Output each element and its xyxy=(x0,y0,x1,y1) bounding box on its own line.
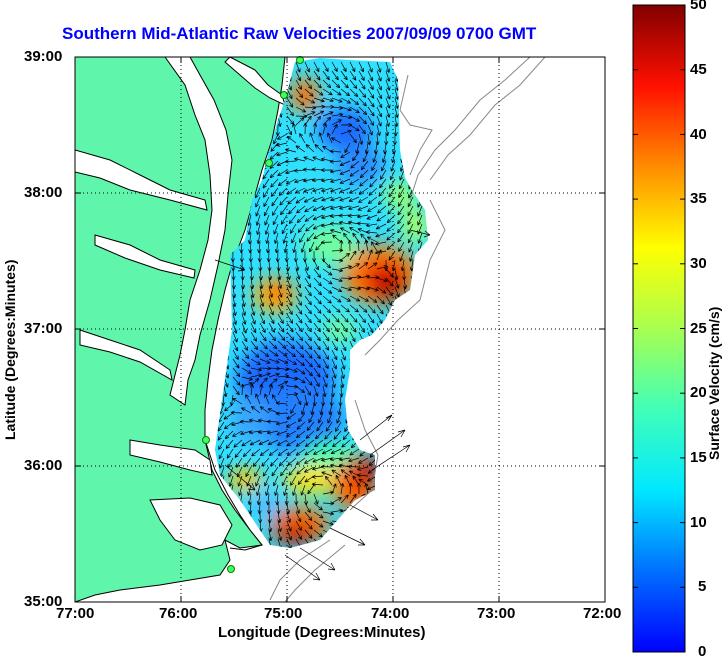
river-potomac xyxy=(75,149,208,211)
x-tick-label: 76:00 xyxy=(159,605,198,622)
colorbar-tick-label: 35 xyxy=(690,190,707,207)
radar-site-marker xyxy=(265,159,273,167)
colorbar-tick-label: 15 xyxy=(690,449,707,466)
colorbar-tick-label: 5 xyxy=(698,578,707,595)
grid-lines xyxy=(75,57,605,602)
radar-site-marker xyxy=(227,565,235,573)
radar-site-marker xyxy=(296,56,304,64)
colorbar xyxy=(632,4,686,653)
colorbar-ticks xyxy=(633,69,685,588)
x-tick-label: 72:00 xyxy=(583,605,622,622)
colorbar-tick-label: 40 xyxy=(690,126,707,143)
outer-banks xyxy=(204,439,263,551)
y-tick-label: 35:00 xyxy=(24,593,63,610)
x-tick-label: 75:00 xyxy=(264,605,303,622)
edge-arrows xyxy=(214,229,431,581)
y-tick-label: 38:00 xyxy=(24,184,63,201)
x-tick-label: 73:00 xyxy=(477,605,516,622)
chesapeake-bay xyxy=(164,57,233,406)
y-tick-label: 37:00 xyxy=(24,320,63,337)
x-axis-label: Longitude (Degrees:Minutes) xyxy=(218,624,426,641)
pamlico-sound xyxy=(149,497,233,551)
tick-marks xyxy=(75,57,605,602)
radar-sites xyxy=(202,56,304,573)
x-tick-label: 77:00 xyxy=(56,605,95,622)
colorbar-tick-label: 10 xyxy=(690,514,707,531)
colorbar-tick-label: 50 xyxy=(690,0,707,13)
river-james xyxy=(79,329,173,381)
river-rappahannock xyxy=(94,234,196,279)
colorbar-tick-label: 45 xyxy=(690,61,707,78)
delaware-bay xyxy=(224,57,286,106)
x-tick-label: 74:00 xyxy=(371,605,410,622)
colorbar-tick-label: 0 xyxy=(698,643,707,660)
bathymetry-contours xyxy=(269,57,546,602)
chart-title: Southern Mid-Atlantic Raw Velocities 200… xyxy=(62,24,537,43)
y-tick-label: 36:00 xyxy=(24,457,63,474)
y-axis-label: Latitude (Degrees:Minutes) xyxy=(2,259,18,440)
y-tick-label: 39:00 xyxy=(24,48,63,65)
plot-frame xyxy=(74,56,606,603)
colorbar-tick-label: 30 xyxy=(690,255,707,272)
colorbar-label: Surface Velocity (cm/s) xyxy=(706,306,722,460)
radar-site-marker xyxy=(202,436,210,444)
radar-site-marker xyxy=(280,91,288,99)
colorbar-tick-label: 25 xyxy=(690,320,707,337)
colorbar-tick-label: 20 xyxy=(690,384,707,401)
